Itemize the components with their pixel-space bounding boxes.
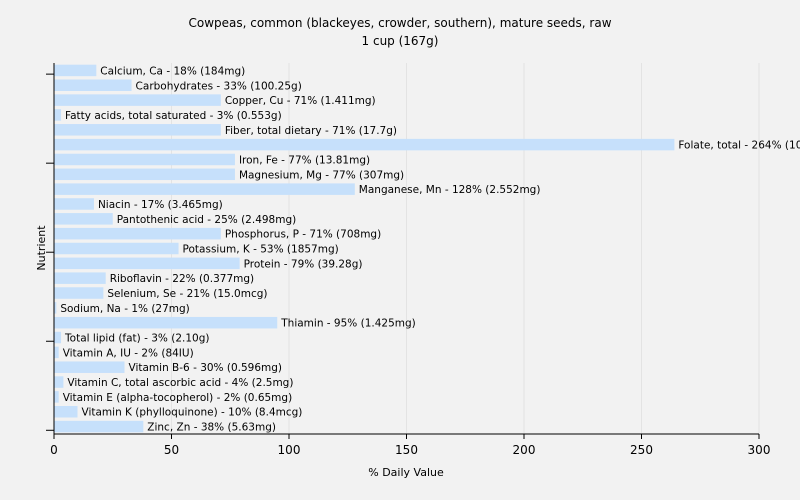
bar-data-label: Calcium, Ca - 18% (184mg) <box>100 65 245 77</box>
bar <box>54 257 240 270</box>
bar <box>54 168 235 181</box>
y-axis-title: Nutrient <box>35 225 48 271</box>
bar <box>54 183 355 195</box>
bar <box>54 376 64 388</box>
x-tick-labels: 0 50 100 150 200 250 300 <box>50 443 770 457</box>
gridlines <box>171 63 760 434</box>
bar <box>54 287 104 299</box>
bar-data-label: Copper, Cu - 71% (1.411mg) <box>225 95 376 107</box>
bar-data-label: Protein - 79% (39.28g) <box>244 258 363 270</box>
bar-data-label: Folate, total - 264% (1057mcg) <box>678 140 800 152</box>
bar-data-label: Zinc, Zn - 38% (5.63mg) <box>147 422 276 434</box>
axes <box>46 63 760 439</box>
bar <box>54 94 221 106</box>
bar-data-label: Vitamin E (alpha-tocopherol) - 2% (0.65m… <box>63 392 293 404</box>
bar <box>54 316 278 329</box>
bar-data-label: Fatty acids, total saturated - 3% (0.553… <box>65 110 282 122</box>
bar <box>54 272 106 284</box>
bar <box>54 138 675 151</box>
bar <box>54 361 125 373</box>
bar <box>54 198 94 210</box>
bar-data-label: Iron, Fe - 77% (13.81mg) <box>239 154 370 166</box>
bar-data-label: Manganese, Mn - 128% (2.552mg) <box>359 184 541 196</box>
bar-data-label: Vitamin C, total ascorbic acid - 4% (2.5… <box>67 377 293 389</box>
bar-data-label: Vitamin A, IU - 2% (84IU) <box>63 347 194 359</box>
bar <box>54 242 179 255</box>
bar-data-label: Carbohydrates - 33% (100.25g) <box>136 80 302 92</box>
bar-data-label: Total lipid (fat) - 3% (2.10g) <box>64 333 209 345</box>
bar <box>54 346 59 359</box>
bar <box>54 124 221 136</box>
bar <box>54 79 132 92</box>
bar-data-label: Niacin - 17% (3.465mg) <box>98 199 223 211</box>
bar-data-label: Selenium, Se - 21% (15.0mcg) <box>107 288 267 300</box>
x-tick-label: 150 <box>395 443 418 457</box>
x-tick-label: 200 <box>513 443 536 457</box>
bar-data-label: Thiamin - 95% (1.425mg) <box>280 318 416 330</box>
bar <box>54 64 97 77</box>
bar-data-label: Sodium, Na - 1% (27mg) <box>60 303 189 315</box>
bar-data-label: Potassium, K - 53% (1857mg) <box>183 244 339 256</box>
x-tick-label: 300 <box>748 443 771 457</box>
bar <box>54 213 113 225</box>
bar-data-label: Phosphorus, P - 71% (708mg) <box>225 229 381 241</box>
x-tick-label: 50 <box>164 443 179 457</box>
bar-data-label: Vitamin B-6 - 30% (0.596mg) <box>129 362 283 374</box>
bar <box>54 302 57 314</box>
bar <box>54 405 78 418</box>
bar <box>54 227 221 240</box>
bar-data-label: Vitamin K (phylloquinone) - 10% (8.4mcg) <box>82 407 303 419</box>
bar <box>54 420 144 433</box>
chart-subtitle: 1 cup (167g) <box>362 34 439 48</box>
bars: Calcium, Ca - 18% (184mg) Carbohydrates -… <box>54 64 800 434</box>
x-axis-title: % Daily Value <box>368 466 444 479</box>
bar-data-label: Fiber, total dietary - 71% (17.7g) <box>225 125 397 137</box>
x-tick-label: 0 <box>50 443 58 457</box>
bar <box>54 331 62 344</box>
bar <box>54 391 59 403</box>
bar-data-label: Pantothenic acid - 25% (2.498mg) <box>117 214 296 226</box>
x-tick-label: 250 <box>630 443 653 457</box>
bar-data-label: Magnesium, Mg - 77% (307mg) <box>239 169 404 181</box>
bar-data-label: Riboflavin - 22% (0.377mg) <box>110 273 254 285</box>
chart-title: Cowpeas, common (blackeyes, crowder, sou… <box>188 16 611 30</box>
x-tick-label: 100 <box>278 443 301 457</box>
bar <box>54 109 62 121</box>
bar <box>54 153 235 166</box>
